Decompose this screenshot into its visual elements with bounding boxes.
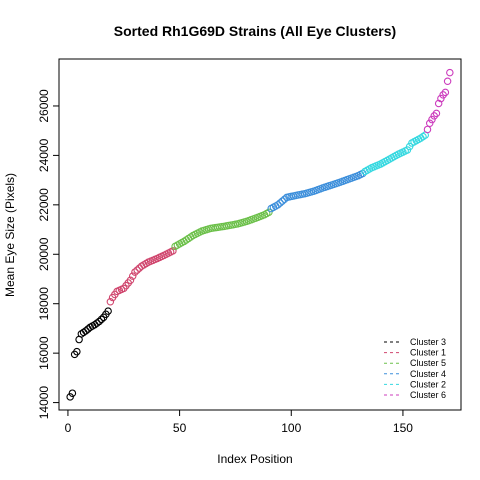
y-axis-label: Mean Eye Size (Pixels) — [3, 173, 17, 297]
x-tick-label: 100 — [281, 421, 301, 435]
point-cluster-6 — [430, 112, 438, 120]
x-axis: 0 50 100 150 — [65, 409, 413, 435]
y-tick-label: 18000 — [37, 287, 51, 321]
x-tick-label: 150 — [393, 421, 413, 435]
point-cluster-6 — [423, 125, 432, 134]
point-cluster-3 — [104, 307, 112, 315]
y-tick-label: 20000 — [37, 237, 51, 271]
x-tick-label: 0 — [65, 421, 72, 435]
point-cluster-5 — [265, 208, 273, 217]
y-tick-label: 16000 — [37, 336, 51, 370]
point-cluster-1 — [126, 276, 135, 284]
point-cluster-1 — [169, 247, 177, 255]
legend-label: Cluster 6 — [410, 390, 446, 400]
point-cluster-6 — [432, 109, 441, 118]
data-points — [66, 68, 454, 401]
point-cluster-6 — [437, 94, 445, 103]
y-tick-label: 26000 — [37, 89, 51, 123]
point-cluster-4 — [278, 197, 287, 205]
point-cluster-3 — [95, 317, 103, 326]
point-cluster-6 — [428, 115, 436, 124]
legend-label: Cluster 5 — [410, 358, 446, 368]
chart-title: Sorted Rh1G69D Strains (All Eye Clusters… — [114, 23, 396, 39]
y-tick-label: 22000 — [37, 188, 51, 222]
plot-frame — [58, 58, 462, 411]
point-cluster-6 — [439, 91, 447, 99]
point-cluster-3 — [66, 393, 74, 401]
legend-label: Cluster 2 — [410, 379, 446, 389]
legend-label: Cluster 4 — [410, 369, 446, 379]
point-cluster-1 — [128, 272, 137, 280]
point-cluster-1 — [106, 297, 115, 306]
y-tick-label: 14000 — [37, 386, 51, 420]
point-cluster-4 — [276, 199, 284, 207]
x-axis-label: Index Position — [217, 452, 292, 466]
point-cluster-3 — [68, 389, 77, 397]
point-cluster-3 — [97, 315, 106, 324]
point-cluster-6 — [425, 119, 434, 128]
point-cluster-6 — [441, 88, 450, 97]
point-cluster-6 — [446, 68, 454, 77]
point-cluster-3 — [82, 327, 90, 335]
point-cluster-4 — [280, 195, 289, 204]
point-cluster-3 — [73, 347, 81, 356]
point-cluster-6 — [443, 77, 452, 85]
x-tick-label: 50 — [173, 421, 187, 435]
y-axis: 14000 16000 18000 20000 22000 24000 26000 — [37, 89, 60, 420]
point-cluster-4 — [274, 201, 282, 209]
point-cluster-1 — [131, 268, 139, 276]
point-cluster-3 — [93, 319, 101, 327]
legend-label: Cluster 3 — [410, 337, 446, 347]
legend-label: Cluster 1 — [410, 348, 446, 358]
point-cluster-1 — [133, 266, 141, 274]
y-tick-label: 24000 — [37, 138, 51, 172]
